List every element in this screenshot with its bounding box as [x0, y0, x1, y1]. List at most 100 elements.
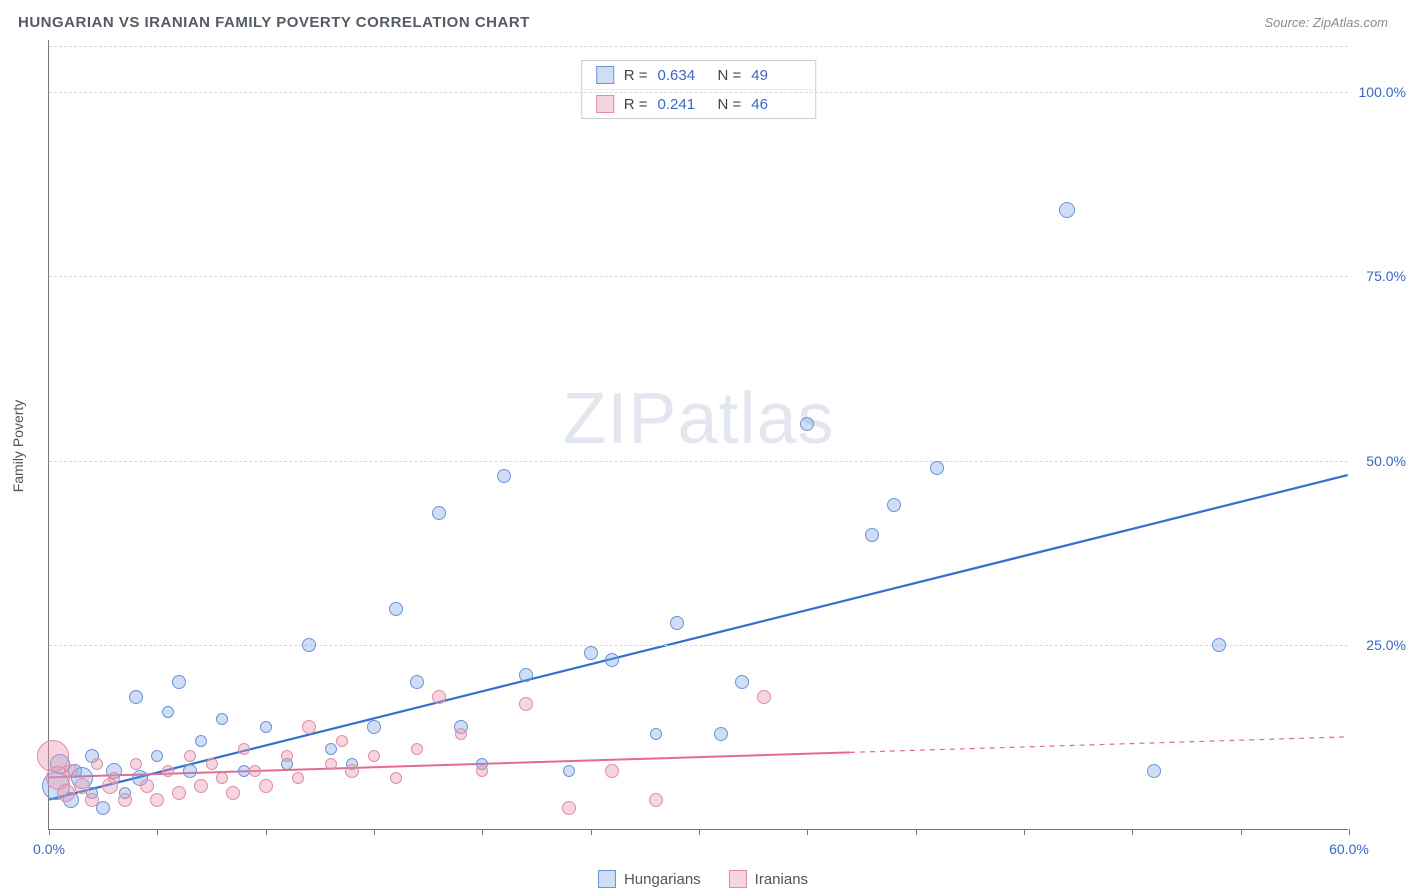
scatter-point — [259, 779, 273, 793]
r-value: 0.241 — [658, 96, 708, 113]
legend-label: Hungarians — [624, 871, 701, 888]
scatter-point — [162, 706, 174, 718]
scatter-point — [260, 721, 272, 733]
n-label: N = — [718, 96, 742, 113]
scatter-point — [64, 764, 78, 778]
scatter-point — [108, 772, 120, 784]
scatter-point — [140, 779, 154, 793]
x-tick — [807, 829, 808, 835]
scatter-point — [50, 754, 70, 774]
x-tick — [699, 829, 700, 835]
stats-row: R =0.241N =46 — [582, 89, 816, 118]
scatter-point — [336, 735, 348, 747]
series-swatch — [596, 95, 614, 113]
scatter-point — [1147, 764, 1161, 778]
scatter-point — [563, 765, 575, 777]
x-tick — [266, 829, 267, 835]
x-tick — [157, 829, 158, 835]
scatter-point — [37, 740, 69, 772]
legend-item: Hungarians — [598, 870, 701, 888]
scatter-point — [735, 675, 749, 689]
n-label: N = — [718, 67, 742, 84]
y-axis-label: Family Poverty — [10, 400, 26, 493]
x-tick — [1241, 829, 1242, 835]
scatter-point — [129, 690, 143, 704]
scatter-point — [102, 778, 118, 794]
scatter-point — [184, 750, 196, 762]
legend-swatch — [598, 870, 616, 888]
scatter-point — [85, 749, 99, 763]
scatter-point — [106, 763, 122, 779]
y-tick-label: 25.0% — [1366, 637, 1406, 653]
scatter-point — [757, 690, 771, 704]
scatter-point — [86, 787, 98, 799]
scatter-point — [118, 793, 132, 807]
scatter-point — [46, 766, 70, 790]
scatter-point — [649, 793, 663, 807]
legend: HungariansIranians — [598, 870, 808, 888]
gridline — [49, 92, 1348, 93]
scatter-point — [226, 786, 240, 800]
source-attribution: Source: ZipAtlas.com — [1264, 15, 1388, 30]
scatter-point — [368, 750, 380, 762]
scatter-point — [183, 764, 197, 778]
scatter-point — [476, 758, 488, 770]
scatter-point — [325, 743, 337, 755]
gridline — [49, 645, 1348, 646]
trend-lines-layer — [49, 40, 1348, 829]
x-tick — [374, 829, 375, 835]
scatter-point — [800, 417, 814, 431]
trend-line-extrapolated — [850, 737, 1348, 753]
scatter-point — [292, 772, 304, 784]
scatter-point — [172, 786, 186, 800]
scatter-point — [714, 727, 728, 741]
scatter-point — [887, 498, 901, 512]
scatter-point — [68, 764, 82, 778]
scatter-point — [865, 528, 879, 542]
scatter-point — [497, 469, 511, 483]
gridline — [49, 46, 1348, 47]
trend-line — [49, 752, 850, 777]
scatter-point — [584, 646, 598, 660]
scatter-point — [562, 801, 576, 815]
scatter-point — [57, 784, 75, 802]
watermark: ZIPatlas — [562, 378, 834, 460]
r-label: R = — [624, 67, 648, 84]
scatter-point — [670, 616, 684, 630]
x-tick — [591, 829, 592, 835]
scatter-point — [389, 602, 403, 616]
scatter-point — [96, 801, 110, 815]
scatter-point — [151, 750, 163, 762]
scatter-point — [206, 758, 218, 770]
scatter-point — [150, 793, 164, 807]
scatter-point — [281, 750, 293, 762]
scatter-point — [650, 728, 662, 740]
scatter-point — [281, 758, 293, 770]
scatter-point — [249, 765, 261, 777]
scatter-point — [91, 758, 103, 770]
series-swatch — [596, 66, 614, 84]
scatter-point — [410, 675, 424, 689]
scatter-point — [194, 779, 208, 793]
scatter-point — [216, 772, 228, 784]
scatter-point — [605, 653, 619, 667]
scatter-point — [162, 765, 174, 777]
plot-area: ZIPatlas R =0.634N =49R =0.241N =46 25.0… — [48, 40, 1348, 830]
x-tick-label: 0.0% — [33, 841, 65, 857]
scatter-point — [476, 765, 488, 777]
scatter-point — [454, 720, 468, 734]
r-value: 0.634 — [658, 67, 708, 84]
scatter-point — [71, 767, 93, 789]
scatter-point — [346, 758, 358, 770]
scatter-point — [1059, 202, 1075, 218]
x-tick — [482, 829, 483, 835]
trend-line — [49, 475, 1347, 799]
scatter-point — [519, 697, 533, 711]
chart-title: HUNGARIAN VS IRANIAN FAMILY POVERTY CORR… — [18, 14, 530, 31]
x-tick — [49, 829, 50, 835]
y-tick-label: 75.0% — [1366, 268, 1406, 284]
scatter-point — [390, 772, 402, 784]
x-tick — [1349, 829, 1350, 835]
scatter-point — [930, 461, 944, 475]
gridline — [49, 461, 1348, 462]
